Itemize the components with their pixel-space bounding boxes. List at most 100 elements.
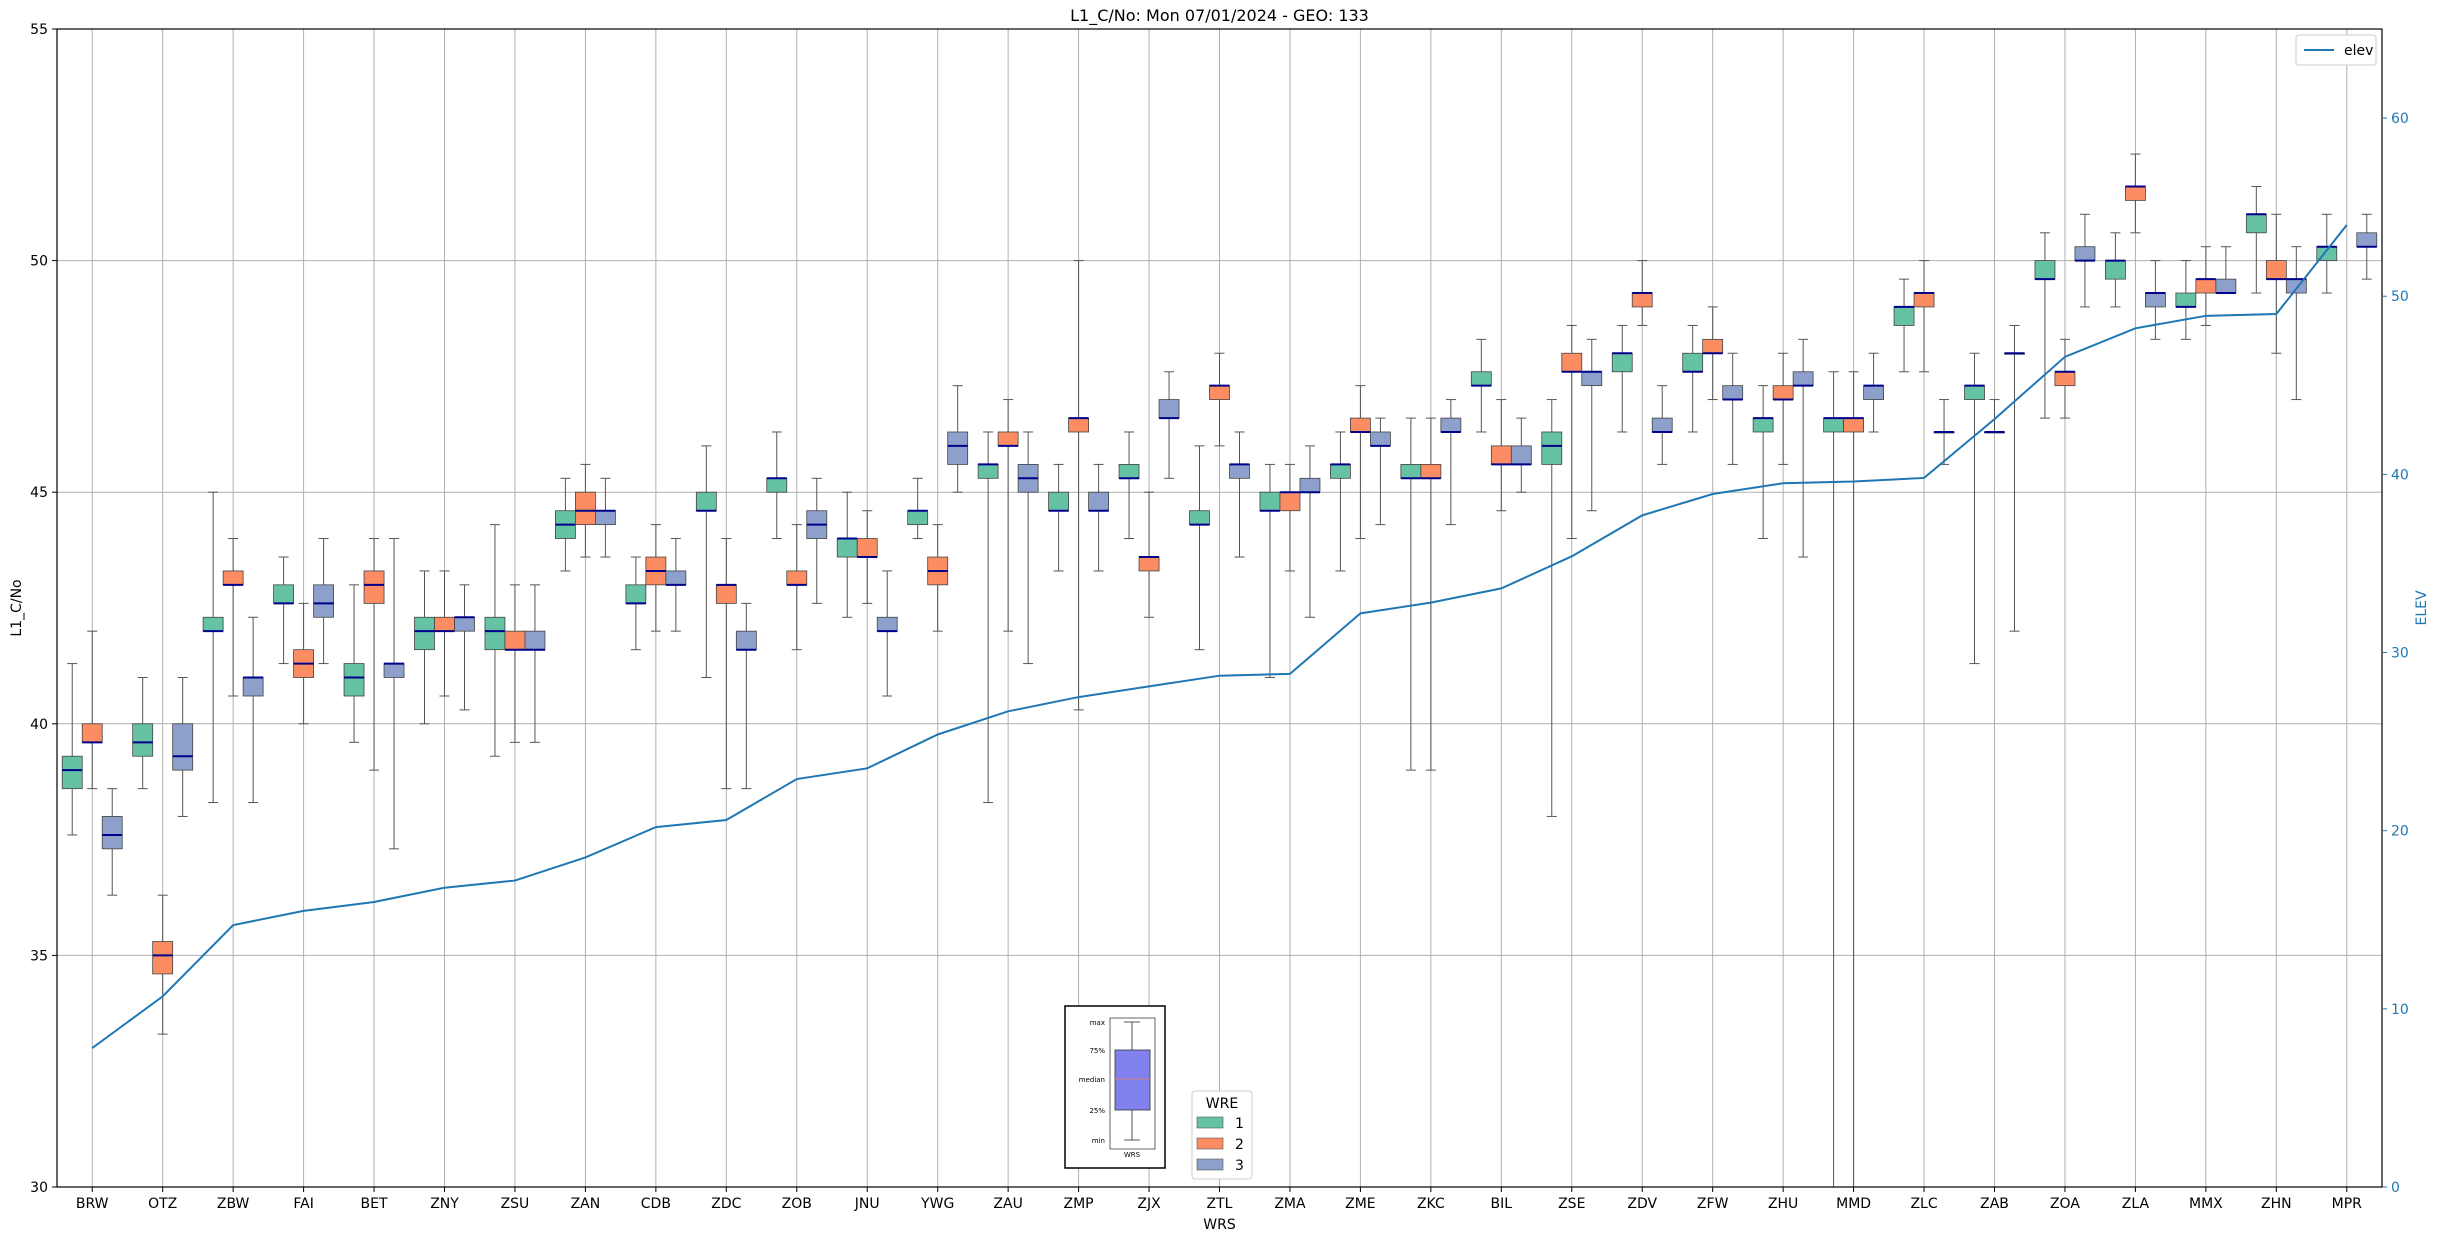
box-body-group — [1440, 417, 1462, 433]
box-body — [1048, 491, 1069, 512]
x-tick-label: BET — [361, 1196, 388, 1212]
key-label-median: median — [1079, 1076, 1105, 1084]
box-wre-1-fai — [278, 556, 289, 665]
box-body-group — [836, 537, 858, 558]
box-wre-3-zmp — [1093, 463, 1104, 572]
box-wre-2-zau — [1003, 399, 1014, 632]
box-body — [1189, 510, 1210, 526]
box-wre-2-otz — [157, 894, 168, 1035]
box-wre-1-zmp — [1053, 463, 1064, 572]
box-wre-3-mmd — [1868, 352, 1879, 433]
box-wre-1-zjx — [1124, 431, 1135, 540]
box-wre-1-cdb — [630, 556, 641, 651]
box-wre-2-zfw — [1707, 306, 1718, 401]
box-wre-2-zma — [1284, 463, 1295, 572]
box-wre-2-zdv — [1637, 260, 1648, 326]
legend-swatch-1 — [1196, 1116, 1224, 1129]
box-body-group — [695, 491, 717, 512]
box-wre-2-zme — [1355, 385, 1366, 540]
box-wre-1-zau — [983, 431, 994, 804]
box-wre-2-zlc — [1919, 260, 1930, 373]
box-body-group — [1752, 417, 1774, 433]
box-body — [2356, 232, 2378, 248]
x-tick-label: ZDV — [1627, 1196, 1657, 1212]
x-tick-label: YWG — [920, 1196, 954, 1212]
elevation-line-layer — [91, 224, 2348, 1049]
box-wre-2-zmp — [1073, 260, 1084, 711]
x-tick-label: ZHN — [2261, 1196, 2292, 1212]
box-body — [1863, 385, 1884, 400]
elev-line — [91, 224, 2348, 1049]
box-wre-1-zsu — [489, 524, 500, 757]
box-wre-2-zhu — [1778, 352, 1789, 465]
box-body — [1259, 491, 1281, 512]
box-body-group — [876, 616, 898, 633]
box-body-group — [1510, 445, 1532, 466]
box-wre-2-zla — [2130, 153, 2141, 234]
box-wre-1-bil — [1476, 338, 1487, 433]
y-tick-label: 40 — [30, 717, 48, 733]
box-body — [1561, 352, 1583, 373]
elev-legend: elev — [2295, 34, 2377, 66]
box-wre-3-cdb — [670, 538, 681, 632]
box-wre-2-brw — [87, 630, 98, 790]
box-wre-2-cdb — [650, 524, 661, 632]
box-body — [836, 538, 858, 558]
x-tick-label: ZOA — [2050, 1196, 2080, 1212]
x-tick-label: ZJX — [1137, 1196, 1161, 1212]
box-wre-1-zob — [771, 431, 782, 540]
box-body — [1823, 417, 1844, 433]
box-body-group — [1068, 417, 1089, 433]
box-body-group — [1611, 352, 1633, 373]
box-body-group — [786, 570, 808, 586]
box-body-group — [363, 570, 385, 604]
box-body — [2074, 246, 2096, 261]
box-body — [1682, 352, 1704, 373]
y2-tick-label: 20 — [2391, 824, 2409, 840]
box-body — [1158, 399, 1180, 419]
box-body-group — [484, 616, 506, 651]
box-body — [1440, 417, 1462, 433]
box-body-group — [1984, 430, 2005, 434]
y2-tick-label: 30 — [2391, 646, 2409, 662]
box-body-group — [313, 584, 334, 618]
box-body-group — [414, 616, 435, 651]
box-body — [1752, 417, 1774, 433]
box-wre-2-jnu — [862, 510, 873, 604]
box-body-group — [2245, 213, 2267, 234]
box-body-group — [715, 583, 737, 604]
box-body — [273, 584, 294, 604]
box-body-group — [1631, 292, 1653, 308]
box-wre-1-jnu — [842, 491, 853, 618]
box-body — [363, 570, 385, 604]
box-wre-3-zan — [600, 477, 611, 558]
box-body-group — [101, 816, 123, 850]
box-body-group — [1843, 417, 1864, 433]
box-body — [1420, 464, 1442, 479]
box-body-group — [81, 723, 103, 744]
box-wre-2-zsu — [509, 584, 520, 743]
box-body-group — [1581, 370, 1603, 387]
box-wre-1-ywg — [912, 477, 923, 540]
box-body-group — [1470, 371, 1492, 387]
box-body-group — [504, 630, 526, 651]
box-wre-1-brw — [67, 663, 78, 836]
box-body-group — [2074, 246, 2096, 262]
box-wre-3-jnu — [882, 570, 893, 697]
box-body — [2215, 278, 2237, 294]
x-tick-label: MMD — [1836, 1196, 1871, 1212]
x-tick-label: ZKC — [1417, 1196, 1445, 1212]
box-wre-1-zse — [1546, 399, 1557, 817]
x-tick-label: ZLA — [2122, 1196, 2150, 1212]
box-body — [1510, 445, 1532, 465]
box-wre-3-mpr — [2361, 213, 2372, 280]
box-body-group — [555, 510, 576, 539]
box-body — [1068, 417, 1089, 433]
box-body — [1330, 464, 1351, 479]
key-box-body — [1114, 1049, 1151, 1111]
x-tick-label: ZTL — [1207, 1196, 1233, 1212]
box-body — [2034, 260, 2056, 280]
box-body-group — [1138, 556, 1160, 572]
box-wre-3-zjx — [1164, 371, 1175, 479]
